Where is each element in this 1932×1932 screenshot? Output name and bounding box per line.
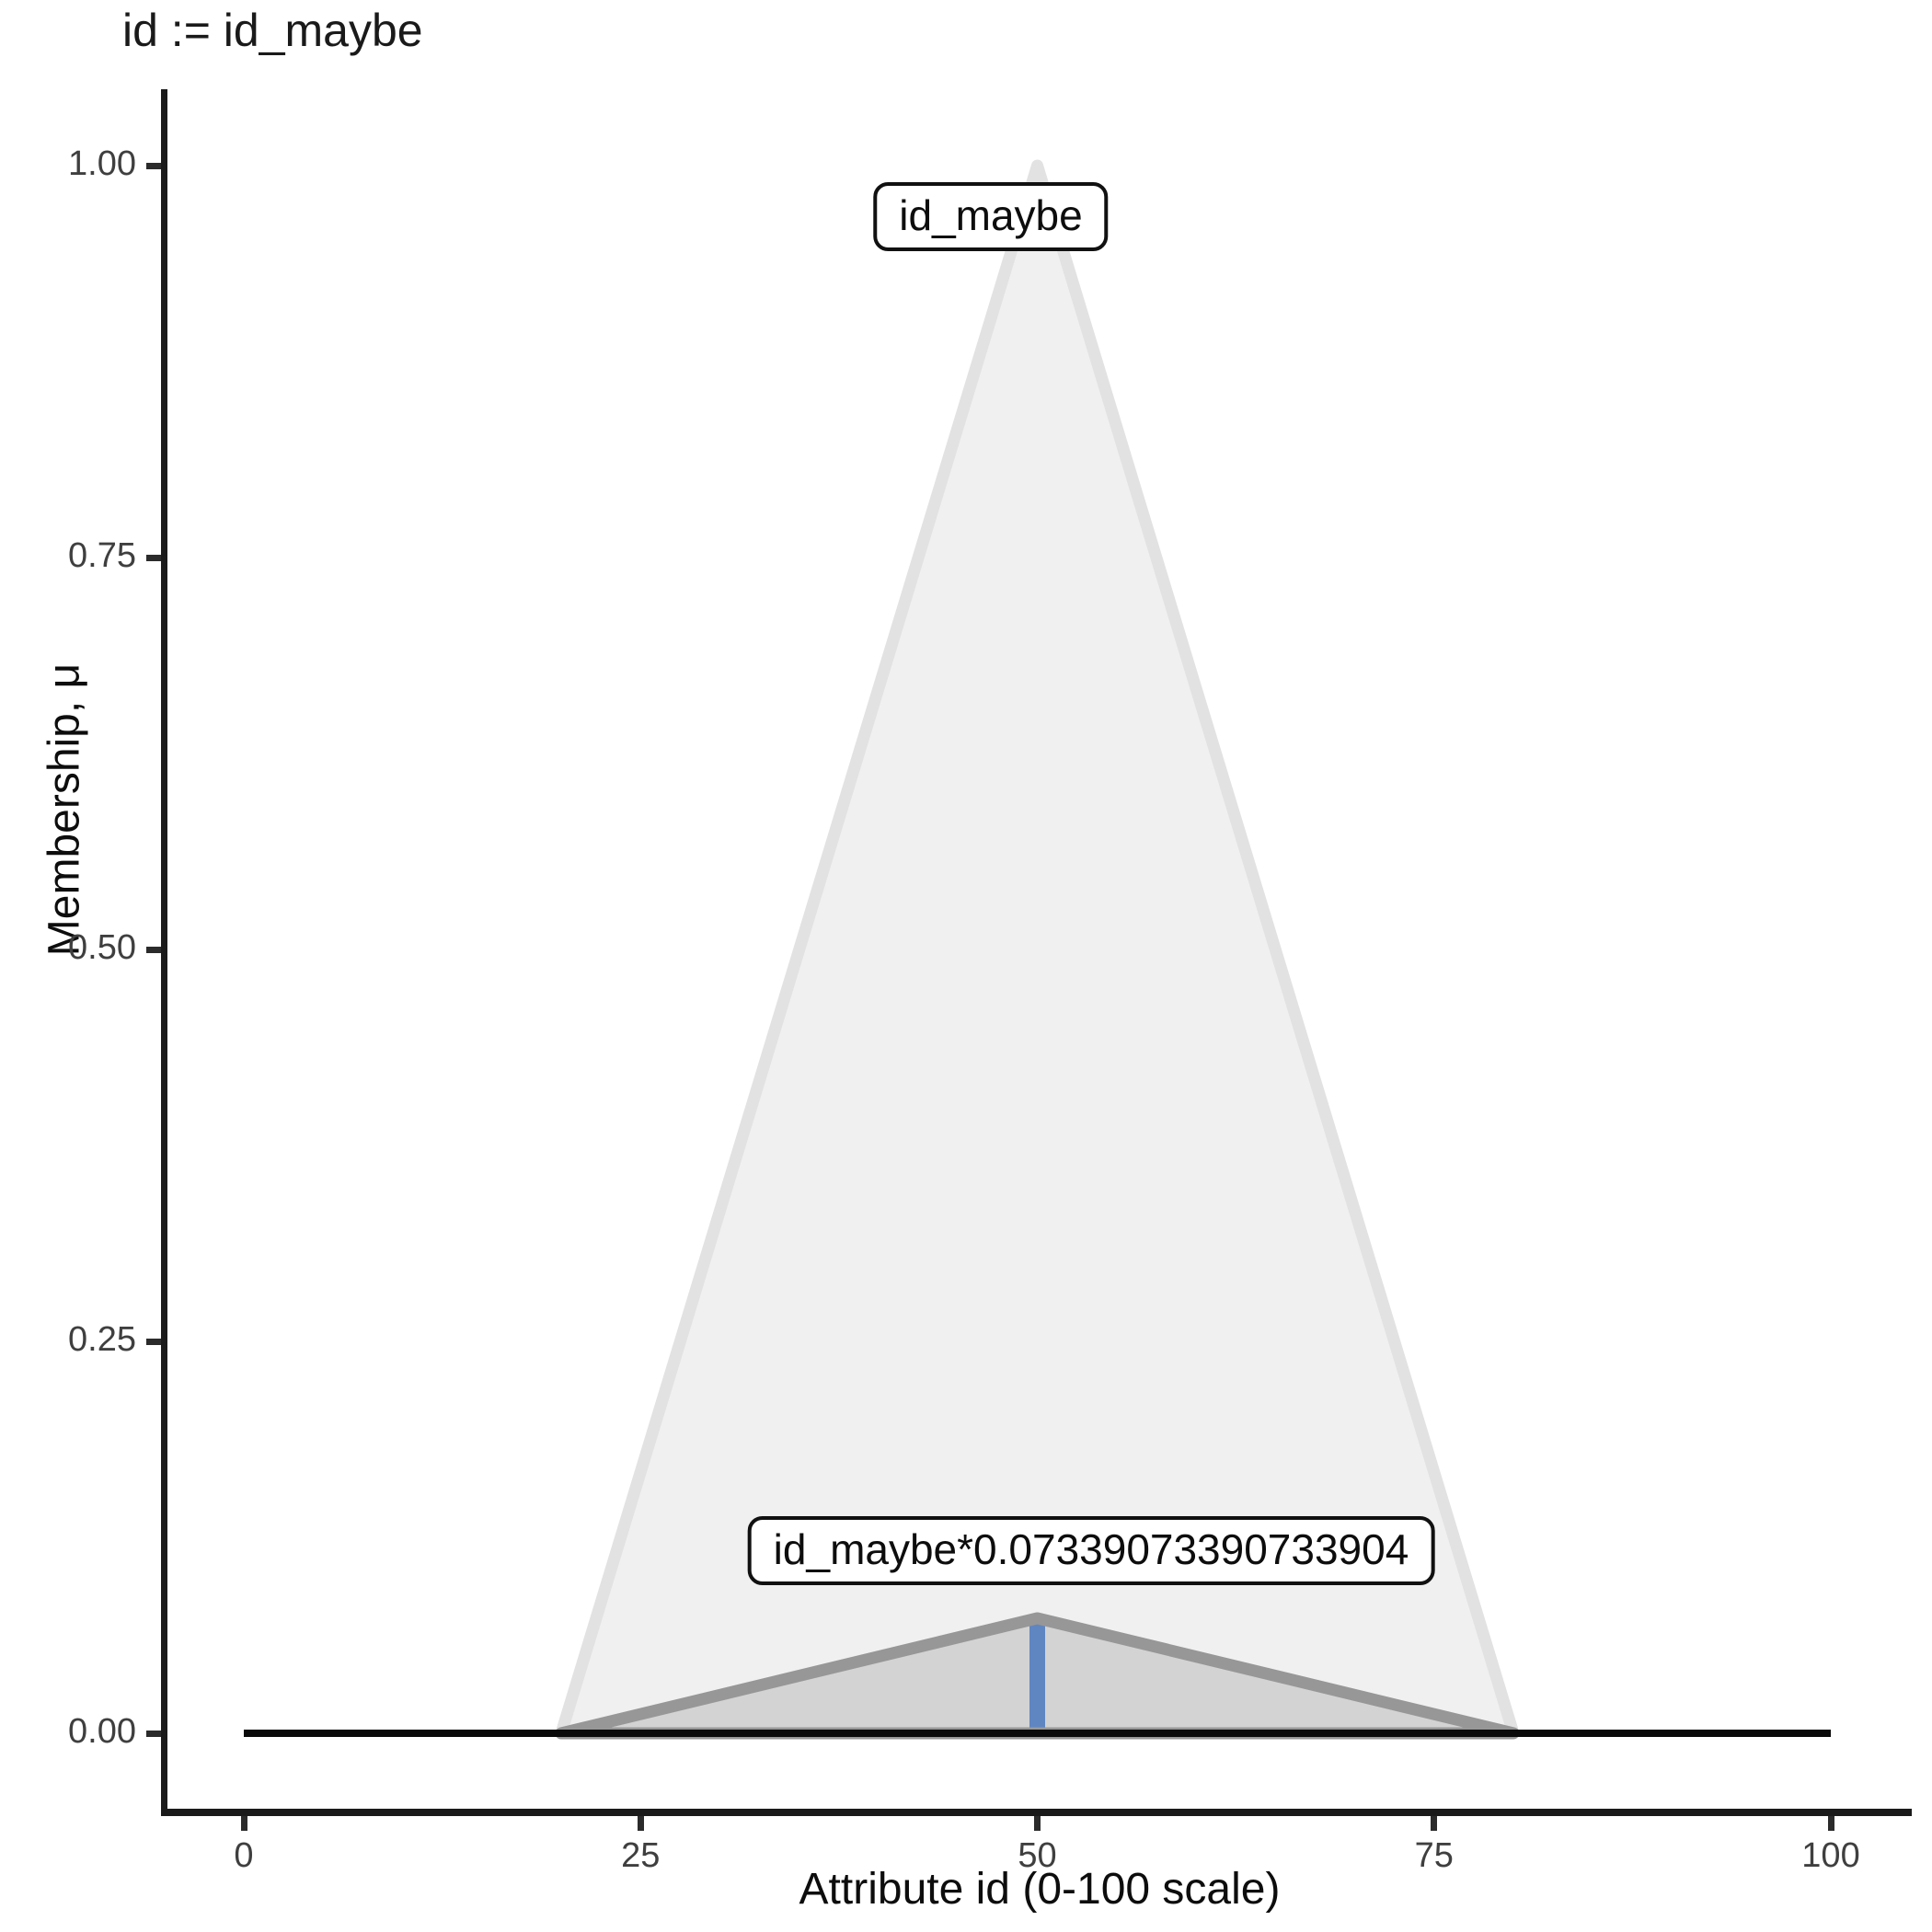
y-axis-spine: [161, 89, 167, 1816]
x-axis-label: Attribute id (0-100 scale): [799, 1865, 1281, 1914]
x-tick-label: 25: [621, 1836, 661, 1875]
y-tick-mark: [146, 162, 161, 169]
fill-id-maybe: [561, 166, 1513, 1733]
x-tick-mark: [637, 1816, 644, 1831]
x-axis-spine: [161, 1809, 1912, 1816]
y-tick-mark: [146, 1338, 161, 1345]
x-tick-label: 0: [234, 1836, 254, 1875]
chart-title: id := id_maybe: [122, 5, 423, 56]
x-tick-mark: [1827, 1816, 1834, 1831]
x-tick-mark: [240, 1816, 247, 1831]
y-tick-label: 0.75: [68, 536, 136, 575]
y-tick-label: 0.00: [68, 1712, 136, 1751]
scaled-annotation-label: id_maybe*0.07339073390733904: [747, 1516, 1435, 1585]
x-tick-label: 75: [1414, 1836, 1454, 1875]
y-axis-label: Membership, μ: [40, 662, 89, 957]
y-tick-mark: [146, 946, 161, 953]
x-tick-label: 100: [1801, 1836, 1860, 1875]
y-tick-label: 0.50: [68, 928, 136, 967]
y-tick-mark: [146, 1730, 161, 1737]
y-tick-mark: [146, 554, 161, 561]
x-tick-label: 50: [1018, 1836, 1057, 1875]
x-tick-mark: [1034, 1816, 1041, 1831]
x-tick-mark: [1431, 1816, 1438, 1831]
peak-annotation-label: id_maybe: [873, 182, 1109, 251]
y-tick-label: 1.00: [68, 144, 136, 183]
y-tick-label: 0.25: [68, 1320, 136, 1359]
